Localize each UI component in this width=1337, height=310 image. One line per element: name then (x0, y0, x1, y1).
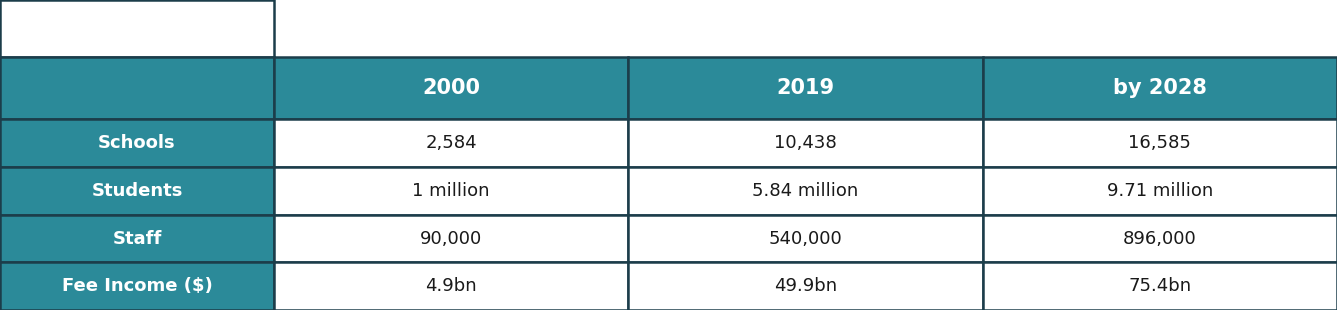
Bar (628, 262, 983, 310)
Text: Fee Income ($): Fee Income ($) (62, 277, 213, 295)
Text: Schools: Schools (98, 134, 176, 152)
Text: 540,000: 540,000 (769, 229, 842, 247)
Text: 10,438: 10,438 (774, 134, 837, 152)
Bar (983, 119, 1337, 167)
Text: 16,585: 16,585 (1128, 134, 1191, 152)
Bar (983, 57, 1337, 119)
Bar (983, 167, 1337, 215)
Text: 1 million: 1 million (413, 182, 489, 200)
Text: 90,000: 90,000 (420, 229, 483, 247)
Bar (274, 57, 628, 119)
Text: 9.71 million: 9.71 million (1107, 182, 1213, 200)
Bar (0, 167, 274, 215)
Bar (0, 262, 274, 310)
Text: by 2028: by 2028 (1112, 78, 1207, 98)
Bar (0, 215, 274, 262)
Bar (0, 57, 274, 119)
Text: Staff: Staff (112, 229, 162, 247)
Text: Students: Students (91, 182, 183, 200)
Bar (0, 0, 274, 57)
Text: 2019: 2019 (777, 78, 834, 98)
Bar (0, 119, 274, 167)
Bar (983, 262, 1337, 310)
Bar (628, 167, 983, 215)
Bar (274, 215, 628, 262)
Text: 49.9bn: 49.9bn (774, 277, 837, 295)
Bar (274, 167, 628, 215)
Text: 896,000: 896,000 (1123, 229, 1197, 247)
Text: 2,584: 2,584 (425, 134, 477, 152)
Text: 2000: 2000 (422, 78, 480, 98)
Bar (628, 119, 983, 167)
Bar (983, 215, 1337, 262)
Text: 4.9bn: 4.9bn (425, 277, 477, 295)
Text: 5.84 million: 5.84 million (753, 182, 858, 200)
Text: 75.4bn: 75.4bn (1128, 277, 1191, 295)
Bar (628, 57, 983, 119)
Bar (274, 119, 628, 167)
Bar (274, 262, 628, 310)
Bar (628, 215, 983, 262)
